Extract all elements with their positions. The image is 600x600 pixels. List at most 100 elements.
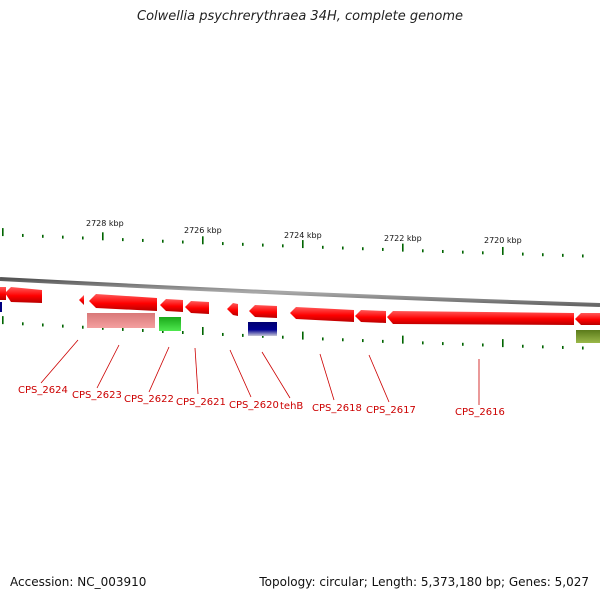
leader-cps2620	[229, 349, 252, 398]
scale-tick-inner-minor	[562, 345, 564, 349]
scale-tick-inner-minor	[342, 338, 344, 342]
gene-label-cps2620[interactable]: CPS_2620	[229, 400, 279, 411]
gene-fragment-left-blue[interactable]	[0, 302, 2, 312]
scale-tick-inner-minor	[82, 325, 84, 329]
scale-tick-inner-major	[302, 331, 304, 340]
scale-tick-inner-minor	[122, 327, 124, 331]
scale-tick-outer-minor	[562, 253, 564, 257]
label-leader-lines	[40, 339, 480, 405]
scale-tick-inner-minor	[162, 329, 164, 333]
feature-box-pink[interactable]	[87, 313, 155, 328]
scale-tick-outer-minor	[262, 243, 264, 247]
scale-label-2726: 2726 kbp	[184, 226, 222, 235]
scale-label-2720: 2720 kbp	[484, 236, 522, 245]
scale-tick-inner-minor	[142, 328, 144, 332]
leader-cps2622	[148, 346, 170, 393]
gene-label-cps2617[interactable]: CPS_2617	[366, 405, 416, 416]
scale-tick-inner-minor	[22, 322, 24, 326]
scale-tick-outer-minor	[122, 238, 124, 242]
scale-tick-outer-minor	[142, 238, 144, 242]
scale-tick-outer-minor	[542, 253, 544, 257]
gene-label-cps2616[interactable]: CPS_2616	[455, 407, 505, 418]
feature-box-olive[interactable]	[576, 330, 600, 343]
scale-tick-outer-major	[402, 243, 404, 252]
gene-arrow-cps2620-small[interactable]	[227, 303, 238, 316]
gene-label-cps2622[interactable]: CPS_2622	[124, 394, 174, 405]
gene-arrow-right-edge[interactable]	[575, 313, 600, 325]
scale-tick-outer-major	[502, 246, 504, 255]
scale-tick-inner-minor	[382, 339, 384, 343]
scale-tick-outer-minor	[582, 254, 584, 258]
scale-tick-inner-minor	[322, 337, 324, 341]
scale-label-2722: 2722 kbp	[384, 234, 422, 243]
gene-label-teh-b[interactable]: tehB	[280, 401, 303, 412]
scale-tick-outer-minor	[282, 244, 284, 248]
scale-tick-inner-major	[402, 335, 404, 344]
scale-tick-outer-minor	[362, 247, 364, 251]
scale-tick-inner-minor	[542, 345, 544, 349]
scale-tick-inner-minor	[582, 346, 584, 350]
genome-title: Colwellia psychrerythraea 34H, complete …	[137, 9, 463, 24]
accession-text: Accession: NC_003910	[10, 575, 147, 589]
scale-tick-inner-minor	[62, 324, 64, 328]
scale-tick-outer-major	[102, 232, 104, 241]
leader-cps2617	[368, 354, 390, 403]
scale-tick-inner-minor	[422, 341, 424, 345]
gene-arrow-cps2624[interactable]	[79, 295, 84, 305]
scale-tick-outer-minor	[182, 240, 184, 244]
gene-arrow-cps2621[interactable]	[185, 301, 209, 314]
gene-arrow-cps2617[interactable]	[355, 310, 386, 323]
gene-arrow-cps2624-region[interactable]	[5, 287, 42, 303]
feature-box-green[interactable]	[159, 317, 181, 331]
scale-tick-outer-major	[2, 228, 4, 237]
scale-tick-outer-minor	[162, 239, 164, 243]
scale-tick-inner-minor	[42, 323, 44, 327]
gene-arrow-cps2623[interactable]	[89, 294, 157, 311]
gene-arrows	[0, 287, 600, 325]
scale-tick-inner-minor	[222, 332, 224, 336]
scale-tick-outer-minor	[242, 242, 244, 246]
gene-arrow-teh-b[interactable]	[249, 305, 277, 318]
gene-arrow-cps2616[interactable]	[387, 311, 574, 325]
scale-tick-outer-minor	[522, 252, 524, 256]
scale-tick-outer-minor	[422, 249, 424, 253]
scale-tick-outer-minor	[342, 246, 344, 250]
gene-label-cps2621[interactable]: CPS_2621	[176, 397, 226, 408]
scale-tick-inner-minor	[362, 339, 364, 343]
gene-label-cps2623[interactable]: CPS_2623	[72, 390, 122, 401]
leader-teh-b	[261, 351, 291, 399]
scale-tick-inner-major	[502, 339, 504, 348]
gene-arrow-left-edge[interactable]	[0, 287, 6, 300]
scale-tick-outer-minor	[222, 242, 224, 246]
leader-cps2621	[194, 347, 199, 395]
scale-tick-outer-major	[302, 240, 304, 249]
scale-tick-inner-minor	[282, 335, 284, 339]
scale-tick-outer-minor	[442, 249, 444, 253]
scale-label-2728: 2728 kbp	[86, 219, 124, 228]
scale-tick-inner-minor	[462, 342, 464, 346]
scale-tick-outer-minor	[322, 245, 324, 249]
scale-tick-outer-minor	[62, 235, 64, 239]
scale-tick-outer-minor	[482, 251, 484, 255]
scale-tick-inner-minor	[242, 333, 244, 337]
scale-tick-inner-minor	[522, 344, 524, 348]
scale-ticks-outer	[2, 228, 584, 258]
scale-tick-outer-minor	[82, 236, 84, 240]
scale-tick-outer-minor	[42, 234, 44, 238]
scale-tick-outer-minor	[382, 247, 384, 251]
gene-arrow-cps2622[interactable]	[160, 299, 183, 312]
gene-label-cps2618[interactable]: CPS_2618	[312, 403, 362, 414]
feature-boxes	[87, 313, 600, 343]
leader-cps2623	[96, 344, 120, 389]
scale-tick-outer-major	[202, 236, 204, 245]
feature-box-navy[interactable]	[248, 322, 277, 336]
leader-cps2624	[40, 339, 79, 384]
leader-cps2618	[319, 353, 335, 401]
scale-label-2724: 2724 kbp	[284, 231, 322, 240]
gene-arrow-cps2618[interactable]	[290, 307, 354, 322]
genome-backbone	[0, 277, 600, 307]
gene-label-cps2624[interactable]: CPS_2624	[18, 385, 68, 396]
scale-tick-outer-minor	[462, 250, 464, 254]
